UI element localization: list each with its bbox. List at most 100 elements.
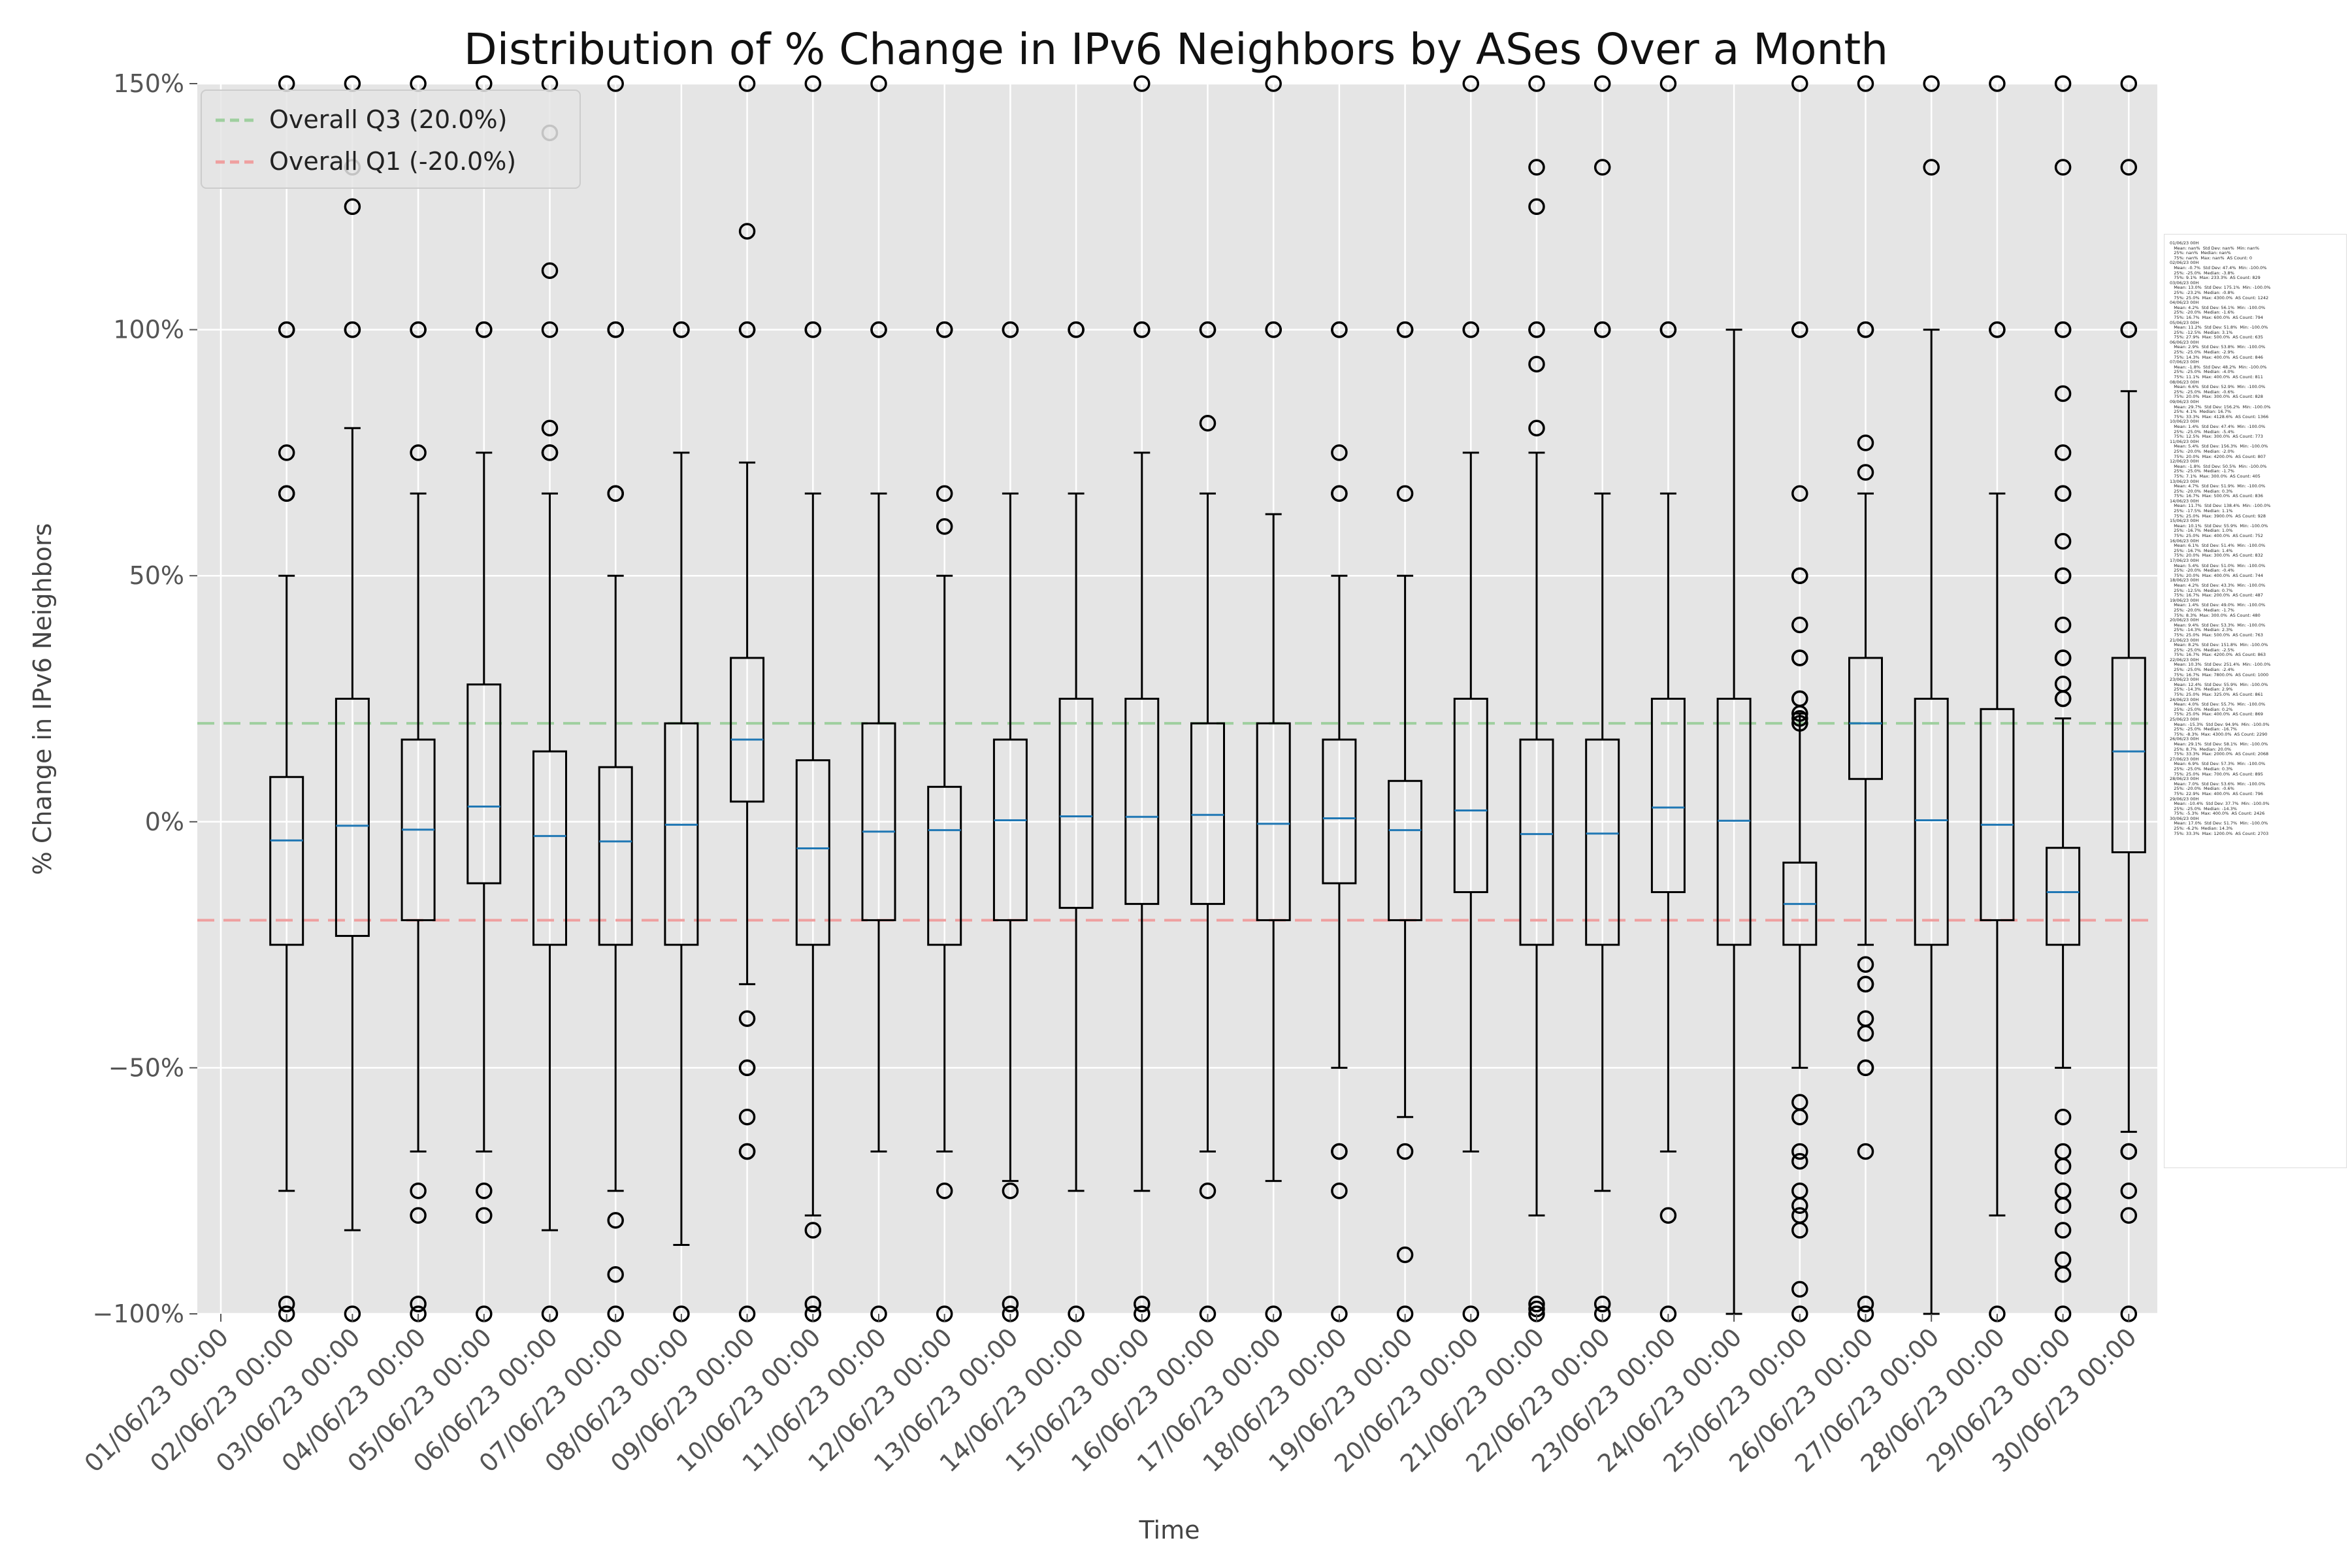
y-tick-label: 150% [113,69,184,98]
stat-line: Mean: 2.9% Std Dev: 53.8% Min: -100.0% [2170,344,2266,350]
stat-line: 25%: -17.5% Median: 1.1% [2170,508,2233,514]
outlier-point [476,1207,493,1224]
stat-line: 25%: -25.0% Median: -16.7% [2170,727,2237,732]
stat-line: 25%: -25.0% Median: -0.6% [2170,389,2234,395]
stat-line: 75%: 25.0% Max: 400.0% AS Count: 869 [2170,711,2263,717]
stat-line: 75%: nan% Max: nan% AS Count: 0 [2170,255,2252,261]
stat-line: 75%: 20.0% Max: 400.0% AS Count: 744 [2170,572,2263,578]
outlier-point [1791,1152,1808,1170]
stat-line: 75%: 16.7% Max: 600.0% AS Count: 794 [2170,314,2263,320]
outlier-point [2054,75,2072,92]
box-group [1980,75,2015,1322]
box-iqr [269,776,304,946]
outlier-point [410,444,427,461]
box-iqr [1453,698,1488,894]
stat-line: 75%: 25.0% Max: 500.0% AS Count: 763 [2170,632,2263,638]
outlier-point [870,321,887,338]
box-iqr [1256,722,1291,921]
stat-line: 75%: 25.0% Max: 325.0% AS Count: 861 [2170,692,2263,698]
stat-date-heading: 10/06/23 00H [2170,419,2199,425]
legend: Overall Q3 (20.0%) Overall Q1 (-20.0%) [201,90,581,189]
stat-line: 25%: -25.0% Median: -14.3% [2170,806,2237,811]
stat-line: Mean: 4.2% Std Dev: 43.3% Min: -100.0% [2170,582,2266,588]
outlier-point [1593,75,1611,92]
stat-line: 75%: 16.7% Max: 500.0% AS Count: 836 [2170,493,2263,499]
outlier-point [738,1143,756,1160]
stat-line: 75%: 25.0% Max: 700.0% AS Count: 895 [2170,771,2263,777]
outlier-point [1331,1143,1348,1160]
box-iqr [1848,657,1883,780]
stat-line: 25%: -25.0% Median: 0.3% [2170,766,2233,772]
outlier-point [2120,321,2138,338]
outlier-point [278,444,295,461]
outlier-point [476,1182,493,1200]
outlier-point [1002,1182,1019,1200]
outlier-point [2054,616,2072,634]
outlier-point [1923,159,1940,176]
outlier-point [1396,1246,1414,1264]
outlier-point [2054,676,2072,693]
outlier-point [1857,1059,1874,1077]
stat-date-heading: 25/06/23 00H [2170,717,2199,722]
outlier-point [1199,1182,1217,1200]
outlier-point [1134,1296,1151,1313]
box-group [335,75,370,1322]
outlier-point [1791,485,1808,502]
outlier-point [1396,1143,1414,1160]
outlier-point [1002,321,1019,338]
outlier-point [1791,1182,1808,1200]
stat-date-heading: 18/06/23 00H [2170,578,2199,583]
outlier-point [410,1296,427,1313]
stat-date-heading: 08/06/23 00H [2170,379,2199,385]
stat-line: 25%: -16.7% Median: 1.4% [2170,547,2233,553]
box-group [1716,329,1752,1315]
outlier-point [1857,956,1874,973]
outlier-point [607,321,624,338]
stat-date-heading: 06/06/23 00H [2170,339,2199,345]
outlier-point [1396,485,1414,502]
outlier-point [738,223,756,240]
stat-date-heading: 22/06/23 00H [2170,657,2199,662]
stat-line: Mean: 7.0% Std Dev: 53.6% Min: -100.0% [2170,781,2266,787]
outlier-point [2054,567,2072,584]
box-iqr [2046,847,2081,946]
outlier-point [1199,321,1217,338]
outlier-point [1791,649,1808,666]
outlier-point [2054,532,2072,550]
box-iqr [335,698,370,938]
outlier-point [2054,649,2072,666]
y-tick-label: 100% [113,316,184,344]
plot-area [197,84,2157,1314]
stat-line: 75%: 25.0% Max: 3900.0% AS Count: 928 [2170,513,2266,519]
outlier-point [1331,321,1348,338]
y-tick-label: 0% [145,808,184,836]
outlier-point [1791,567,1808,584]
box-group [1453,75,1488,1322]
outlier-point [936,321,953,338]
stat-date-heading: 05/06/23 00H [2170,319,2199,325]
outlier-point [1593,159,1611,176]
outlier-point [738,1108,756,1126]
outlier-point [410,1207,427,1224]
stat-line: 25%: -20.0% Median: -1.6% [2170,310,2234,316]
stat-date-heading: 27/06/23 00H [2170,756,2199,762]
reference-lines [197,722,2157,922]
stat-line: Mean: -10.4% Std Dev: 37.7% Min: -100.0% [2170,801,2270,807]
outlier-point [541,262,559,279]
y-axis-ticks: −100% −50% 0% 50% 100% 150% [93,69,197,1328]
stat-date-heading: 01/06/23 00H [2170,240,2199,246]
stat-line: 75%: -8.3% Max: 4300.0% AS Count: 2290 [2170,731,2268,737]
box-group [1650,75,1686,1322]
outlier-point [410,321,427,338]
outlier-point [1528,419,1545,436]
outlier-point [1857,975,1874,993]
outlier-point [1002,1296,1019,1313]
stat-line: Mean: 4.2% Std Dev: 56.1% Min: -100.0% [2170,304,2266,310]
box-group [2046,75,2081,1322]
box-group [992,321,1028,1322]
outlier-point [1462,321,1480,338]
outlier-point [870,75,887,92]
outlier-point [1791,710,1808,727]
box-group [1190,321,1225,1322]
